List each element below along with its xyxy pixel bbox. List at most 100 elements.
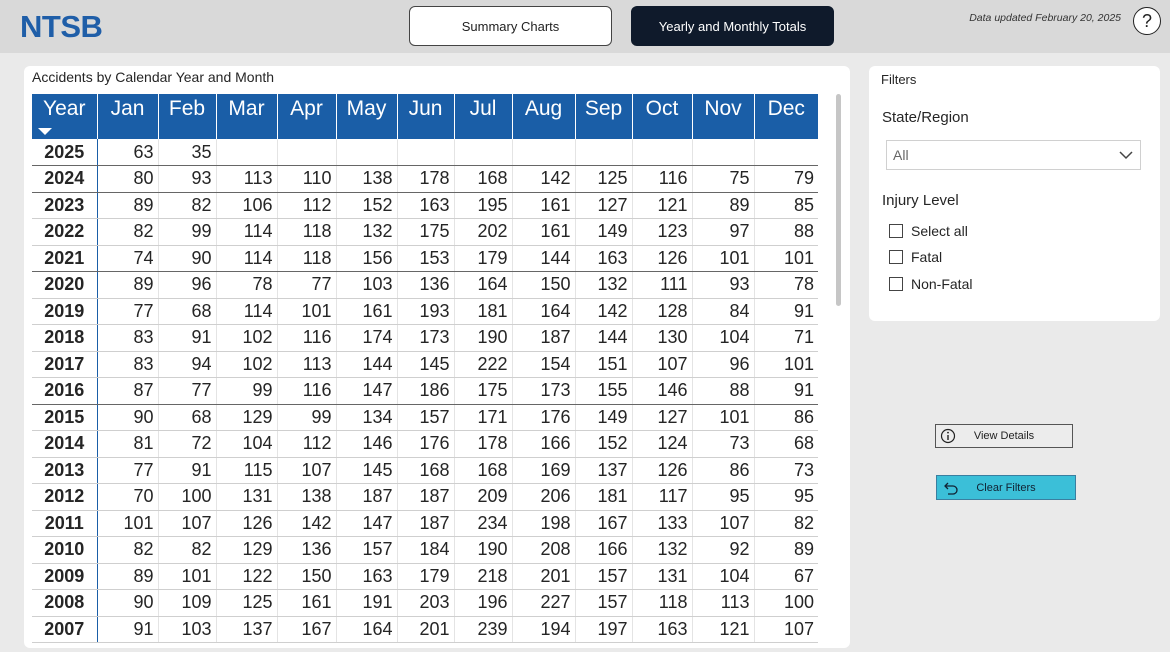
table-row: 2017 83 94 102 113 144 145 222 154 151 107 96 101 [32,351,818,378]
table-cell: 114 [215,245,277,272]
table-cell [215,139,277,166]
table-cell: 101 [691,404,754,431]
table-row: 2014 81 72 104 112 146 176 178 166 152 124 73 68 [32,430,818,458]
row-year-cell: 2015 [32,404,98,431]
column-header-sep[interactable]: Sep [574,94,632,139]
table-cell: 239 [453,616,512,643]
clear-filters-button[interactable]: Clear Filters [936,475,1076,500]
column-header-year[interactable]: Year [32,94,97,139]
table-cell: 82 [753,510,818,537]
table-cell: 168 [396,457,454,484]
table-cell [511,139,575,166]
table-cell: 190 [453,536,512,564]
table-cell: 155 [574,377,632,405]
table-cell: 71 [753,324,818,352]
table-cell: 131 [631,563,692,590]
table-cell: 175 [453,377,512,405]
column-header-feb[interactable]: Feb [157,94,216,139]
table-cell: 73 [691,430,754,458]
table-row: 2013 77 91 115 107 145 168 168 169 137 126 86 73 [32,457,818,484]
row-year-cell: 2007 [32,616,98,643]
column-header-jul[interactable]: Jul [453,94,512,139]
table-cell: 68 [157,404,216,431]
checkbox-non-fatal[interactable]: Non-Fatal [889,276,972,292]
table-cell: 147 [335,377,397,405]
table-cell: 137 [574,457,632,484]
table-cell [396,139,454,166]
chevron-down-icon [1119,151,1133,160]
checkbox-box[interactable] [889,277,903,291]
table-cell: 82 [96,536,158,564]
column-header-aug[interactable]: Aug [511,94,575,139]
table-cell: 89 [96,271,158,299]
column-header-oct[interactable]: Oct [631,94,692,139]
table-cell: 193 [396,298,454,325]
table-cell: 157 [396,404,454,431]
table-cell: 101 [96,510,158,537]
table-cell: 186 [396,377,454,405]
column-header-may[interactable]: May [335,94,397,139]
row-year-cell: 2012 [32,483,98,511]
table-cell: 96 [691,351,754,378]
column-header-mar[interactable]: Mar [215,94,277,139]
checkbox-box[interactable] [889,250,903,264]
table-cell: 161 [511,192,575,219]
column-header-dec[interactable]: Dec [753,94,818,139]
table-cell: 131 [215,483,277,511]
state-region-dropdown[interactable]: All [886,140,1141,170]
yearly-monthly-totals-button[interactable]: Yearly and Monthly Totals [631,6,834,46]
table-cell: 132 [574,271,632,299]
table-cell: 85 [753,192,818,219]
table-cell: 104 [215,430,277,458]
table-cell: 222 [453,351,512,378]
checkbox-fatal[interactable]: Fatal [889,249,942,265]
table-cell: 68 [753,430,818,458]
table-cell: 125 [574,165,632,193]
row-year-cell: 2010 [32,536,98,564]
table-cell: 88 [691,377,754,405]
table-cell: 82 [157,192,216,219]
table-row: 2009 89 101 122 150 163 179 218 201 157 131 104 67 [32,563,818,590]
summary-charts-button[interactable]: Summary Charts [409,6,612,46]
table-cell: 181 [453,298,512,325]
table-cell: 196 [453,589,512,617]
table-cell: 167 [574,510,632,537]
table-cell: 195 [453,192,512,219]
table-cell: 75 [691,165,754,193]
checkbox-select-all[interactable]: Select all [889,223,968,239]
checkbox-label: Fatal [911,249,943,265]
data-updated-text: Data updated February 20, 2025 [969,12,1121,24]
table-cell: 87 [96,377,158,405]
table-cell: 227 [511,589,575,617]
table-row: 2021 74 90 114 118 156 153 179 144 163 126 101 101 [32,245,818,272]
sort-descending-icon[interactable] [38,128,52,135]
table-cell: 125 [215,589,277,617]
column-header-jun[interactable]: Jun [396,94,454,139]
vertical-scrollbar[interactable] [836,94,841,306]
table-cell: 178 [396,165,454,193]
help-icon[interactable]: ? [1133,7,1161,35]
table-cell: 166 [511,430,575,458]
table-cell: 166 [574,536,632,564]
table-cell: 112 [276,192,336,219]
table-cell: 35 [157,139,216,166]
table-cell: 90 [96,589,158,617]
table-cell: 77 [96,298,158,325]
table-cell: 90 [96,404,158,431]
column-header-jan[interactable]: Jan [96,94,158,139]
column-header-apr[interactable]: Apr [276,94,336,139]
table-cell: 202 [453,218,512,246]
table-cell [691,139,754,166]
table-cell: 198 [511,510,575,537]
table-cell: 78 [753,271,818,299]
table-cell: 171 [453,404,512,431]
view-details-button[interactable]: View Details [935,424,1073,448]
table-cell: 94 [157,351,216,378]
table-cell: 122 [215,563,277,590]
checkbox-box[interactable] [889,224,903,238]
table-cell: 175 [396,218,454,246]
column-header-nov[interactable]: Nov [691,94,754,139]
table-row: 2025 63 35 [32,139,818,166]
table-cell: 184 [396,536,454,564]
table-cell: 147 [335,510,397,537]
